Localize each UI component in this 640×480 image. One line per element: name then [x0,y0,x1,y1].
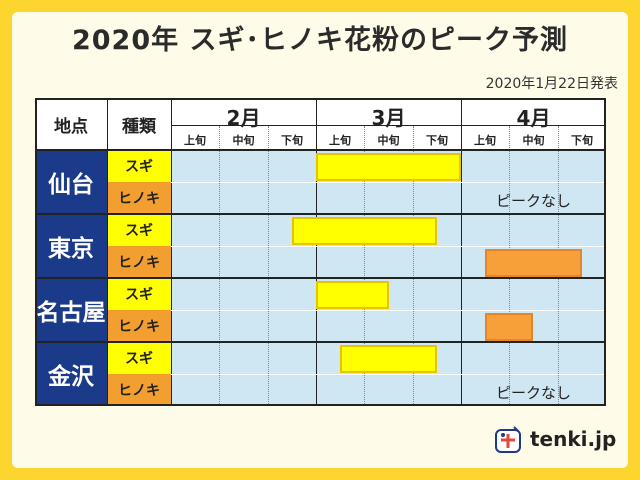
month-underline [171,125,606,126]
dekad-label: 上旬 [184,134,206,147]
type-label-hinoki: ヒノキ [107,246,171,278]
type-label-sugi: スギ [107,214,171,246]
row-divider [35,277,606,279]
dekad-label: 下旬 [571,134,593,147]
tenki-logo-icon [495,426,521,453]
peak-bar-sugi [316,281,389,309]
no-peak-note-kanazawa: ピークなし [495,384,571,402]
city-kanazawa: 金沢 [35,342,107,406]
page-title: 2020年 スギ･ヒノキ花粉のピーク予測 [71,25,569,56]
species-divider [171,374,606,375]
peak-bar-sugi [291,217,437,245]
pollen-peak-table: 地点 種類 2月 3月 4月 上旬 中旬 下旬 上旬 中旬 下旬 上旬 中旬 下… [35,98,606,406]
dekad-label: 下旬 [426,134,448,147]
peak-bar-hinoki [485,313,534,341]
month-divider [461,98,462,406]
city-sendai: 仙台 [35,150,107,214]
row-divider [35,341,606,343]
peak-bar-sugi [340,345,437,373]
month-label-mar: 3月 [371,106,406,130]
peak-bar-sugi [316,153,461,181]
dekad-label: 中旬 [522,134,545,147]
dekad-label: 中旬 [377,134,400,147]
announcement-date: 2020年1月22日発表 [485,76,618,92]
row-divider [35,213,606,215]
species-divider [171,182,606,183]
type-label-hinoki: ヒノキ [107,374,171,406]
dekad-gridline [413,126,414,406]
species-divider [171,246,606,247]
dekad-label: 上旬 [474,134,496,147]
dekad-label: 中旬 [232,134,255,147]
row-divider [35,149,606,151]
peak-bar-hinoki [485,249,582,277]
type-label-sugi: スギ [107,342,171,374]
tenki-logo-text: tenki.jp [530,427,617,451]
dekad-label: 下旬 [281,134,303,147]
type-label-sugi: スギ [107,150,171,182]
species-divider [171,310,606,311]
city-nagoya: 名古屋 [35,278,107,342]
header-type: 種類 [122,116,156,137]
city-tokyo: 東京 [35,214,107,278]
header-row [35,98,606,150]
type-label-hinoki: ヒノキ [107,310,171,342]
column-divider [107,98,108,406]
dekad-gridline [268,126,269,406]
dekad-label: 上旬 [329,134,351,147]
type-label-sugi: スギ [107,278,171,310]
tenki-logo: tenki.jp [494,424,616,454]
month-divider [316,98,317,406]
no-peak-note-sendai: ピークなし [495,192,571,210]
header-location: 地点 [54,116,88,137]
month-label-feb: 2月 [226,106,261,130]
dekad-gridline [219,126,220,406]
type-label-hinoki: ヒノキ [107,182,171,214]
month-label-apr: 4月 [516,106,551,130]
column-divider [171,98,172,406]
dekad-gridline [364,126,365,406]
